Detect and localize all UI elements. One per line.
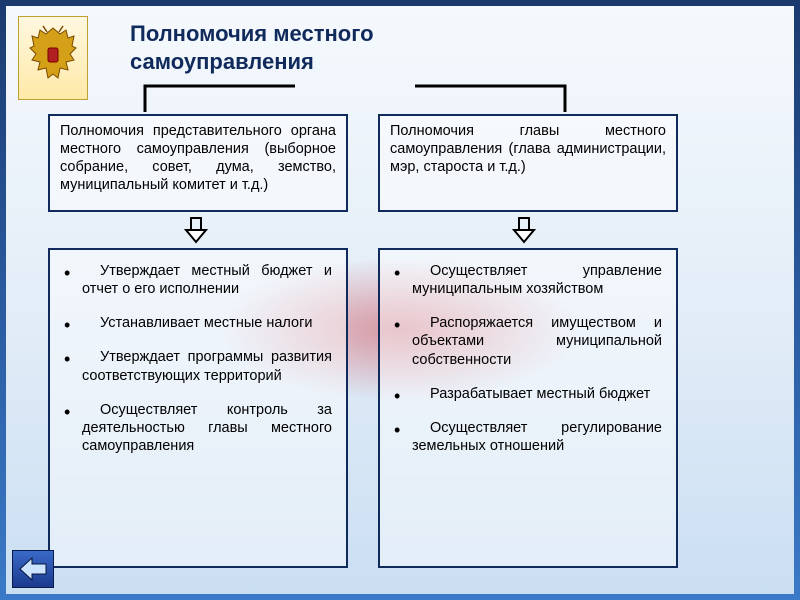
right-list-box: Осуществляет управление муниципальным хо… <box>378 248 678 568</box>
russian-coat-of-arms <box>18 16 88 100</box>
connector-left <box>140 84 300 114</box>
right-list: Осуществляет управление муниципальным хо… <box>390 256 666 455</box>
connector-right <box>410 84 570 114</box>
eagle-icon <box>26 24 80 92</box>
left-list: Утверждает местный бюджет и отчет о его … <box>60 256 336 455</box>
list-item: Устанавливает местные налоги <box>64 314 332 332</box>
back-button[interactable] <box>12 550 54 588</box>
right-header-text: Полномочия главы местного самоуправления… <box>390 123 666 175</box>
content-area: Полномочия местного самоуправления Полно… <box>10 10 790 590</box>
list-item: Осуществляет управление муниципальным хо… <box>394 262 662 298</box>
left-header-box: Полномочия представительного органа мест… <box>48 114 348 212</box>
back-arrow-icon <box>18 556 48 582</box>
arrow-down-icon <box>182 216 210 244</box>
list-item: Распоряжается имуществом и объектами мун… <box>394 314 662 368</box>
title-line-2: самоуправления <box>130 49 314 74</box>
slide-inner: Полномочия местного самоуправления Полно… <box>6 6 794 594</box>
left-list-box: Утверждает местный бюджет и отчет о его … <box>48 248 348 568</box>
left-header-text: Полномочия представительного органа мест… <box>60 123 336 193</box>
list-item: Осуществляет контроль за деятельностью г… <box>64 401 332 455</box>
list-item: Утверждает программы развития соответств… <box>64 348 332 384</box>
slide-frame: Полномочия местного самоуправления Полно… <box>0 0 800 600</box>
right-header-box: Полномочия главы местного самоуправления… <box>378 114 678 212</box>
page-title: Полномочия местного самоуправления <box>130 20 374 75</box>
title-line-1: Полномочия местного <box>130 21 374 46</box>
arrow-down-icon <box>510 216 538 244</box>
list-item: Осуществляет регулирование земельных отн… <box>394 419 662 455</box>
list-item: Утверждает местный бюджет и отчет о его … <box>64 262 332 298</box>
list-item: Разрабатывает местный бюджет <box>394 385 662 403</box>
